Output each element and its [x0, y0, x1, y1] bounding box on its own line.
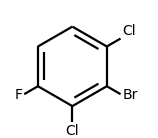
Text: Cl: Cl: [66, 124, 79, 138]
Text: Br: Br: [122, 88, 138, 102]
Text: Cl: Cl: [122, 24, 136, 38]
Text: F: F: [15, 88, 22, 102]
